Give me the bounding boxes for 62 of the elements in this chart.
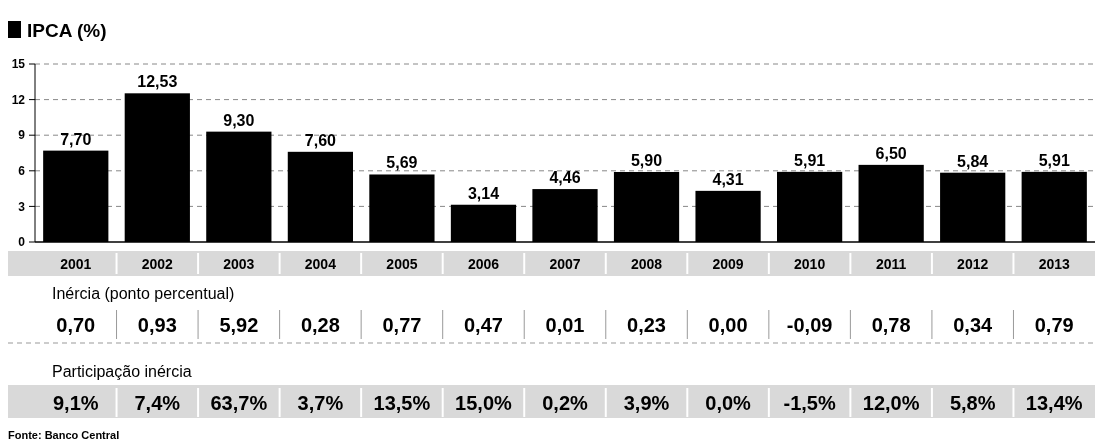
source-note: Fonte: Banco Central xyxy=(8,429,120,441)
y-tick-label: 12 xyxy=(11,92,26,107)
data-label: 9,30 xyxy=(223,111,255,129)
x-tick-label: 2007 xyxy=(549,256,581,272)
y-tick-label: 6 xyxy=(18,164,26,178)
data-label: 0,01 xyxy=(545,314,585,336)
data-label: 0,78 xyxy=(871,314,911,336)
data-label: 15,0% xyxy=(455,392,513,414)
data-label: 9,1% xyxy=(52,392,99,414)
y-tick-label: 3 xyxy=(18,199,26,214)
data-label: 0,0% xyxy=(705,392,752,414)
data-label: 0,93 xyxy=(137,314,177,336)
data-label: 12,0% xyxy=(862,392,920,414)
data-label: 5,90 xyxy=(630,151,663,169)
x-tick-label: 2005 xyxy=(386,256,418,272)
data-label: 0,79 xyxy=(1034,314,1074,336)
x-tick-label: 2013 xyxy=(1038,256,1071,272)
y-tick-label: 9 xyxy=(18,128,26,143)
data-label: 5,91 xyxy=(794,151,826,169)
x-tick-label: 2008 xyxy=(630,256,663,272)
data-label: 7,70 xyxy=(60,130,92,148)
x-tick-label: 2002 xyxy=(141,256,174,272)
data-label: 3,9% xyxy=(623,392,670,414)
x-tick-label: 2006 xyxy=(467,256,500,272)
data-label: 0,77 xyxy=(382,314,422,336)
data-label: 0,28 xyxy=(300,314,340,336)
x-tick-label: 2012 xyxy=(957,256,989,272)
data-label: 3,14 xyxy=(467,184,500,202)
data-label: 0,23 xyxy=(627,314,667,336)
data-label: 7,60 xyxy=(304,131,337,149)
data-label: 5,84 xyxy=(957,152,989,170)
data-label: 13,4% xyxy=(1025,392,1083,414)
text: Inércia (ponto percentual) xyxy=(52,285,235,302)
data-label: 5,69 xyxy=(386,154,418,172)
data-label: 5,91 xyxy=(1038,151,1070,169)
data-label: 5,92 xyxy=(219,314,259,336)
y-tick-label: 15 xyxy=(11,57,26,72)
data-label: 0,47 xyxy=(463,314,503,336)
data-label: 4,46 xyxy=(549,169,581,187)
x-tick-label: 2003 xyxy=(223,256,255,272)
data-label: 0,2% xyxy=(542,392,589,414)
data-label: 0,70 xyxy=(56,314,96,336)
data-label: 0,34 xyxy=(953,314,994,336)
text: Participação inércia xyxy=(52,363,192,380)
data-label: 12,53 xyxy=(137,73,178,91)
data-label: 13,5% xyxy=(373,392,431,414)
data-label: 4,31 xyxy=(712,170,744,188)
data-label: 7,4% xyxy=(134,392,181,414)
data-label: 6,50 xyxy=(875,144,907,162)
data-label: 0,00 xyxy=(708,314,748,336)
chart-title: IPCA (%) xyxy=(27,20,107,41)
x-tick-label: 2004 xyxy=(304,256,337,272)
data-label: -1,5% xyxy=(783,392,836,414)
data-label: 3,7% xyxy=(297,392,344,414)
x-tick-label: 2011 xyxy=(875,256,907,272)
data-label: 5,8% xyxy=(949,392,996,414)
data-label: 63,7% xyxy=(210,392,268,414)
x-tick-label: 2010 xyxy=(794,256,826,272)
y-tick-label: 0 xyxy=(18,235,26,250)
x-tick-label: 2001 xyxy=(60,256,92,272)
data-label: -0,09 xyxy=(786,314,833,336)
x-tick-label: 2009 xyxy=(712,256,744,272)
